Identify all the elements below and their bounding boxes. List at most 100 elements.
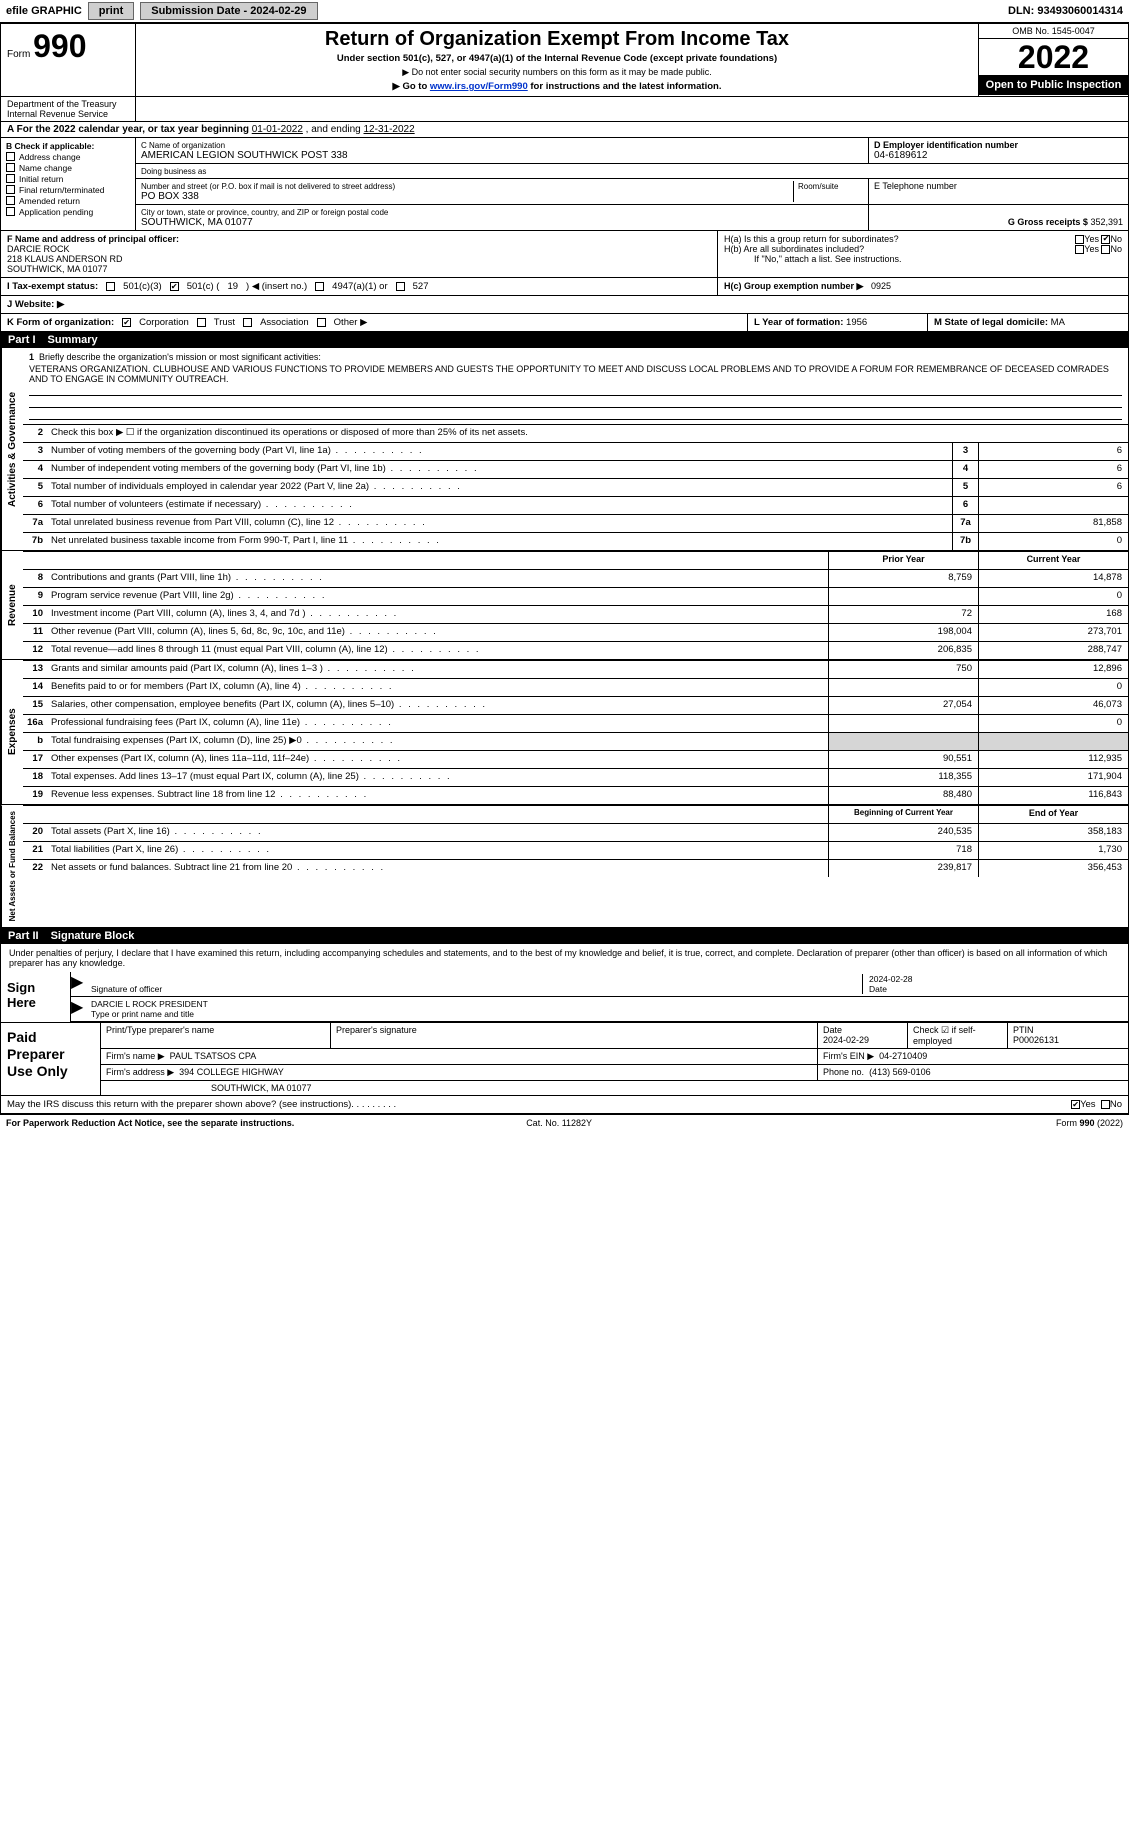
sign-here-label: Sign Here [1,972,71,1022]
revenue-block: Revenue Prior Year Current Year 8Contrib… [0,551,1129,660]
form-header: Form 990 Return of Organization Exempt F… [0,23,1129,97]
arrow-icon: ▶ [71,997,83,1017]
officer-addr1: 218 KLAUS ANDERSON RD [7,254,123,264]
chk-trust[interactable] [197,318,206,327]
print-button[interactable]: print [88,2,134,20]
chk-501c[interactable] [170,282,179,291]
ein-value: 04-6189612 [874,150,927,161]
form-subtitle: Under section 501(c), 527, or 4947(a)(1)… [144,53,970,64]
vtab-revenue: Revenue [1,551,23,659]
chk-501c3[interactable] [106,282,115,291]
submission-date-button[interactable]: Submission Date - 2024-02-29 [140,2,317,20]
self-employed-check: Check ☑ if self-employed [908,1023,1008,1048]
topbar: efile GRAPHIC print Submission Date - 20… [0,0,1129,23]
vtab-expenses: Expenses [1,660,23,804]
dln-label: DLN: 93493060014314 [1008,5,1123,17]
expense-line: 17Other expenses (Part IX, column (A), l… [23,750,1128,768]
title-box: Return of Organization Exempt From Incom… [136,24,978,96]
ha-label: H(a) Is this a group return for subordin… [724,234,1075,244]
chk-other[interactable] [317,318,326,327]
expense-line: 19Revenue less expenses. Subtract line 1… [23,786,1128,804]
dept-row: Department of the Treasury Internal Reve… [0,97,1129,122]
hb-no[interactable] [1101,245,1110,254]
ptin: P00026131 [1013,1035,1059,1045]
net-assets-block: Net Assets or Fund Balances Beginning of… [0,805,1129,928]
vtab-netassets: Net Assets or Fund Balances [1,805,23,927]
omb-number: OMB No. 1545-0047 [979,24,1128,39]
officer-addr2: SOUTHWICK, MA 01077 [7,264,108,274]
signature-block: Under penalties of perjury, I declare th… [0,944,1129,1114]
na-header: Beginning of Current Year End of Year [23,805,1128,823]
gov-line: 7aTotal unrelated business revenue from … [23,514,1128,532]
hc-label: H(c) Group exemption number ▶ [724,281,863,291]
ssn-note: ▶ Do not enter social security numbers o… [144,67,970,78]
ha-no[interactable] [1101,235,1110,244]
rev-header: Prior Year Current Year [23,551,1128,569]
hb-note: If "No," attach a list. See instructions… [724,254,1122,264]
form-title: Return of Organization Exempt From Incom… [144,28,970,51]
may-yes[interactable] [1071,1100,1080,1109]
gov-line: 3Number of voting members of the governi… [23,442,1128,460]
revenue-line: 11Other revenue (Part VIII, column (A), … [23,623,1128,641]
perjury-declaration: Under penalties of perjury, I declare th… [1,944,1128,972]
irs-link[interactable]: www.irs.gov/Form990 [430,81,528,92]
chk-app-pending[interactable] [6,207,15,216]
hc-value: 0925 [871,281,891,291]
year-end: 12-31-2022 [364,124,415,135]
efile-label: efile GRAPHIC [6,5,82,17]
section-cd: C Name of organization AMERICAN LEGION S… [136,138,1128,230]
section-f-h: F Name and address of principal officer:… [0,231,1129,278]
chk-4947[interactable] [315,282,324,291]
expense-line: 13Grants and similar amounts paid (Part … [23,660,1128,678]
form-prefix: Form [7,49,30,60]
mission-text: VETERANS ORGANIZATION. CLUBHOUSE AND VAR… [29,364,1122,384]
state-domicile: MA [1051,317,1065,328]
street-label: Number and street (or P.O. box if mail i… [141,182,395,191]
expense-line: bTotal fundraising expenses (Part IX, co… [23,732,1128,750]
paid-preparer: Paid Preparer Use Only Print/Type prepar… [1,1022,1128,1095]
dept-treasury: Department of the Treasury Internal Reve… [1,97,136,121]
expense-line: 15Salaries, other compensation, employee… [23,696,1128,714]
part1-header: Part I Summary [0,332,1129,348]
firm-ein: 04-2710409 [879,1051,927,1061]
chk-527[interactable] [396,282,405,291]
part2-header: Part II Signature Block [0,928,1129,944]
chk-name-change[interactable] [6,163,15,172]
instructions-note: ▶ Go to www.irs.gov/Form990 for instruct… [144,81,970,92]
chk-corp[interactable] [122,318,131,327]
city-value: SOUTHWICK, MA 01077 [141,217,253,228]
year-formation: 1956 [846,317,867,328]
arrow-icon: ▶ [71,972,83,992]
gov-line: 4Number of independent voting members of… [23,460,1128,478]
gov-line: 7bNet unrelated business taxable income … [23,532,1128,550]
hb-yes[interactable] [1075,245,1084,254]
chk-final-return[interactable] [6,185,15,194]
firm-addr2: SOUTHWICK, MA 01077 [101,1081,1128,1095]
open-to-public: Open to Public Inspection [979,75,1128,95]
gross-receipts: 352,391 [1090,217,1123,227]
firm-addr1: 394 COLLEGE HIGHWAY [179,1067,284,1077]
chk-amended[interactable] [6,196,15,205]
d-ein-label: D Employer identification number [874,140,1018,150]
gov-line: 5Total number of individuals employed in… [23,478,1128,496]
year-box: OMB No. 1545-0047 2022 Open to Public In… [978,24,1128,96]
section-a-tax-year: A For the 2022 calendar year, or tax yea… [0,122,1129,138]
f-label: F Name and address of principal officer: [7,234,179,244]
cat-no: Cat. No. 11282Y [526,1118,592,1128]
netassets-line: 22Net assets or fund balances. Subtract … [23,859,1128,877]
hb-label: H(b) Are all subordinates included? [724,244,1075,254]
may-no[interactable] [1101,1100,1110,1109]
gov-line: 6Total number of volunteers (estimate if… [23,496,1128,514]
revenue-line: 8Contributions and grants (Part VIII, li… [23,569,1128,587]
ha-yes[interactable] [1075,235,1084,244]
section-b-checkboxes: B Check if applicable: Address change Na… [1,138,136,230]
city-label: City or town, state or province, country… [141,208,388,217]
chk-assoc[interactable] [243,318,252,327]
expense-line: 18Total expenses. Add lines 13–17 (must … [23,768,1128,786]
mission-block: 1 Briefly describe the organization's mi… [23,348,1128,424]
expense-line: 16aProfessional fundraising fees (Part I… [23,714,1128,732]
chk-address-change[interactable] [6,152,15,161]
firm-phone: (413) 569-0106 [869,1067,931,1077]
chk-initial-return[interactable] [6,174,15,183]
form-number: 990 [33,28,86,64]
